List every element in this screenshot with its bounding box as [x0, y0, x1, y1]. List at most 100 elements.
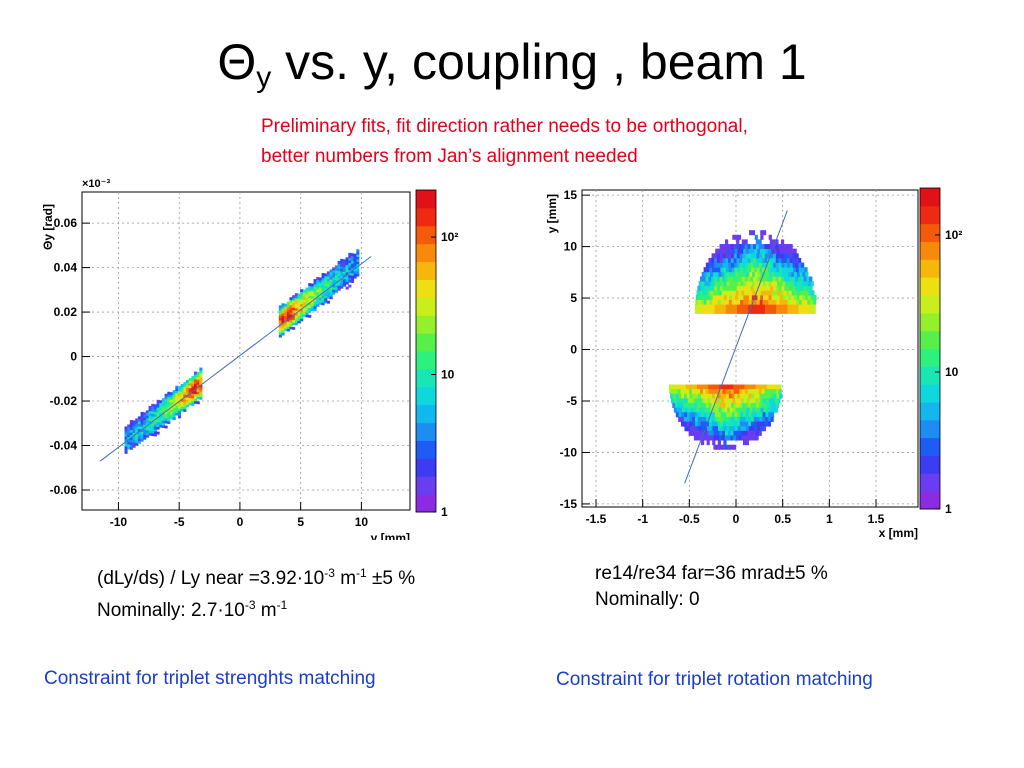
histogram-cell — [749, 407, 753, 413]
histogram-cell — [793, 267, 797, 273]
histogram-cell — [740, 393, 744, 399]
histogram-cell — [324, 290, 328, 294]
histogram-cell — [177, 395, 182, 399]
strength-nominal-line: Nominally: 2.7·10-3 m-1 — [97, 598, 288, 621]
histogram-cell — [180, 391, 184, 395]
y-tick-label: 0.06 — [54, 216, 78, 230]
histogram-cell — [812, 308, 816, 314]
histogram-cell — [750, 403, 754, 409]
histogram-cell — [191, 390, 195, 394]
histogram-cell — [750, 430, 754, 436]
histogram-cell — [766, 271, 770, 277]
y-tick-label: 15 — [564, 188, 578, 202]
histogram-cell — [324, 280, 328, 284]
histogram-cell — [677, 403, 682, 409]
histogram-cell — [809, 276, 813, 282]
histogram-cell — [780, 239, 785, 245]
histogram-cell — [278, 334, 282, 338]
histogram-cell — [334, 280, 338, 283]
histogram-cell — [767, 276, 771, 282]
histogram-cell — [767, 285, 771, 291]
histogram-cell — [714, 308, 718, 314]
histogram-cell — [143, 417, 147, 421]
histogram-cell — [340, 278, 344, 282]
histogram-cell — [754, 271, 759, 277]
histogram-cell — [745, 262, 749, 268]
histogram-cell — [199, 372, 203, 376]
histogram-cell — [684, 398, 689, 404]
histogram-cell — [294, 315, 298, 319]
histogram-cell — [172, 414, 176, 418]
histogram-cell — [127, 434, 131, 438]
histogram-cell — [728, 393, 733, 399]
histogram-cell — [329, 286, 333, 290]
colorbar-swatch — [416, 279, 436, 298]
histogram-cell — [723, 299, 727, 305]
histogram-cell — [809, 285, 813, 291]
histogram-cell — [768, 234, 772, 240]
histogram-cell — [310, 307, 314, 311]
histogram-cell — [188, 402, 192, 406]
histogram-cell — [703, 393, 707, 399]
histogram-cell — [324, 300, 328, 304]
histogram-cell — [739, 421, 744, 427]
histogram-cell — [807, 304, 811, 310]
histogram-cell — [729, 398, 733, 404]
y-tick-label: -10 — [560, 445, 578, 459]
histogram-cell — [278, 307, 282, 311]
histogram-cell — [708, 262, 712, 268]
histogram-cell — [671, 384, 675, 390]
histogram-cell — [746, 294, 750, 301]
histogram-cell — [795, 276, 799, 282]
histogram-cell — [340, 263, 344, 267]
histogram-cell — [791, 271, 795, 277]
histogram-cell — [305, 309, 309, 313]
histogram-cell — [194, 393, 198, 397]
histogram-cell — [682, 407, 686, 413]
histogram-cell — [329, 296, 333, 300]
histogram-cell — [294, 317, 298, 321]
histogram-cell — [703, 403, 707, 409]
histogram-cell — [164, 406, 168, 409]
histogram-cell — [151, 406, 155, 410]
histogram-cell — [775, 403, 780, 409]
histogram-cell — [792, 308, 797, 314]
histogram-cell — [768, 299, 772, 305]
histogram-cell — [329, 291, 333, 295]
histogram-cell — [695, 294, 700, 301]
histogram-cell — [739, 257, 743, 263]
histogram-cell — [719, 244, 723, 250]
x-tick-label: 1.5 — [868, 512, 885, 526]
histogram-cell — [752, 407, 756, 413]
histogram-cell — [278, 305, 282, 309]
histogram-cell — [310, 293, 314, 297]
histogram-cell — [345, 279, 349, 283]
histogram-cell — [199, 389, 203, 393]
histogram-cell — [725, 267, 730, 273]
histogram-cell — [310, 288, 314, 292]
histogram-cell — [683, 389, 687, 395]
histogram-cell — [705, 435, 709, 441]
histogram-cell — [727, 435, 731, 441]
histogram-cell — [697, 304, 702, 310]
histogram-cell — [702, 276, 706, 282]
histogram-cell — [802, 294, 806, 301]
histogram-cell — [773, 393, 777, 399]
histogram-cell — [778, 257, 782, 263]
histogram-cell — [164, 401, 168, 404]
histogram-cell — [737, 234, 742, 240]
histogram-cell — [787, 262, 791, 268]
note-line-2: better numbers from Jan’s alignment need… — [261, 146, 638, 167]
histogram-cell — [736, 239, 740, 245]
histogram-cell — [748, 299, 752, 305]
histogram-cell — [701, 271, 705, 277]
histogram-cell — [135, 428, 139, 432]
histogram-cell — [764, 253, 768, 259]
histogram-cell — [153, 433, 157, 437]
histogram-cell — [188, 392, 192, 396]
histogram-cell — [353, 253, 357, 257]
histogram-cell — [731, 248, 736, 254]
histogram-cell — [175, 412, 179, 416]
histogram-cell — [180, 393, 184, 397]
histogram-cell — [316, 303, 320, 307]
